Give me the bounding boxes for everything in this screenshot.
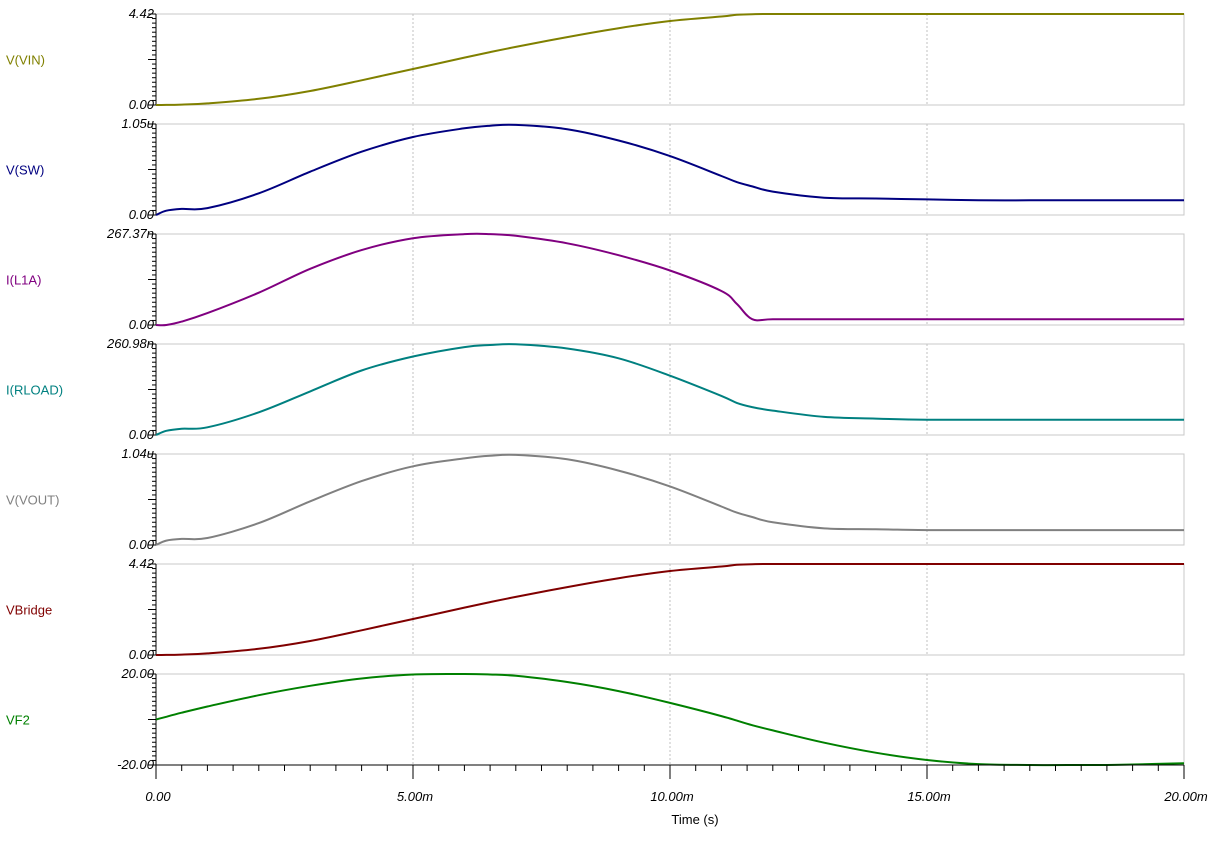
trace-label-2: I(L1A) <box>6 273 41 288</box>
series-line-2 <box>155 232 1184 327</box>
y-tick-label-max: 4.42 <box>129 6 155 21</box>
panel-2: 267.37n 0.00 I(L1A) <box>6 226 1185 332</box>
panel-0: 4.42 0.00 V(VIN) <box>6 6 1185 112</box>
panel-3: 260.98n 0.00 I(RLOAD) <box>6 336 1185 442</box>
y-tick-label-max: 20.00 <box>120 666 154 681</box>
trace-label-6: VF2 <box>6 713 30 728</box>
y-tick-label-min: 0.00 <box>129 317 155 332</box>
y-tick-label-max: 1.04u <box>121 446 154 461</box>
x-tick-label: 5.00m <box>397 789 433 804</box>
x-tick-label: 15.00m <box>907 789 951 804</box>
y-tick-label-min: -20.00 <box>117 757 155 772</box>
y-tick-label-max: 267.37n <box>106 226 154 241</box>
series-line-3 <box>155 343 1184 436</box>
trace-label-1: V(SW) <box>6 163 44 178</box>
y-tick-label-max: 1.05u <box>121 116 154 131</box>
x-axis: 0.00 5.00m 10.00m 15.00m 20.00m Time (s) <box>145 764 1208 827</box>
series-line-1 <box>155 123 1184 216</box>
series-line-0 <box>155 13 1184 106</box>
y-tick-label-min: 0.00 <box>129 207 155 222</box>
panel-5: 4.42 0.00 VBridge <box>6 556 1185 662</box>
trace-label-4: V(VOUT) <box>6 493 59 508</box>
x-axis-title: Time (s) <box>671 812 718 827</box>
panel-6: 20.00 -20.00 VF2 <box>6 666 1185 772</box>
y-tick-label-min: 0.00 <box>129 427 155 442</box>
x-tick-label: 10.00m <box>650 789 694 804</box>
y-tick-label-min: 0.00 <box>129 647 155 662</box>
trace-label-3: I(RLOAD) <box>6 383 63 398</box>
series-line-5 <box>155 562 1184 656</box>
y-tick-label-min: 0.00 <box>129 97 155 112</box>
trace-label-5: VBridge <box>6 603 52 618</box>
series-line-4 <box>155 453 1184 546</box>
panel-1: 1.05u 0.00 V(SW) <box>6 116 1185 222</box>
y-tick-label-max: 260.98n <box>106 336 154 351</box>
x-tick-label: 0.00 <box>145 789 171 804</box>
y-tick-label-min: 0.00 <box>129 537 155 552</box>
y-tick-label-max: 4.42 <box>129 556 155 571</box>
x-tick-label: 20.00m <box>1163 789 1208 804</box>
panel-4: 1.04u 0.00 V(VOUT) <box>6 446 1185 552</box>
trace-label-0: V(VIN) <box>6 53 45 68</box>
